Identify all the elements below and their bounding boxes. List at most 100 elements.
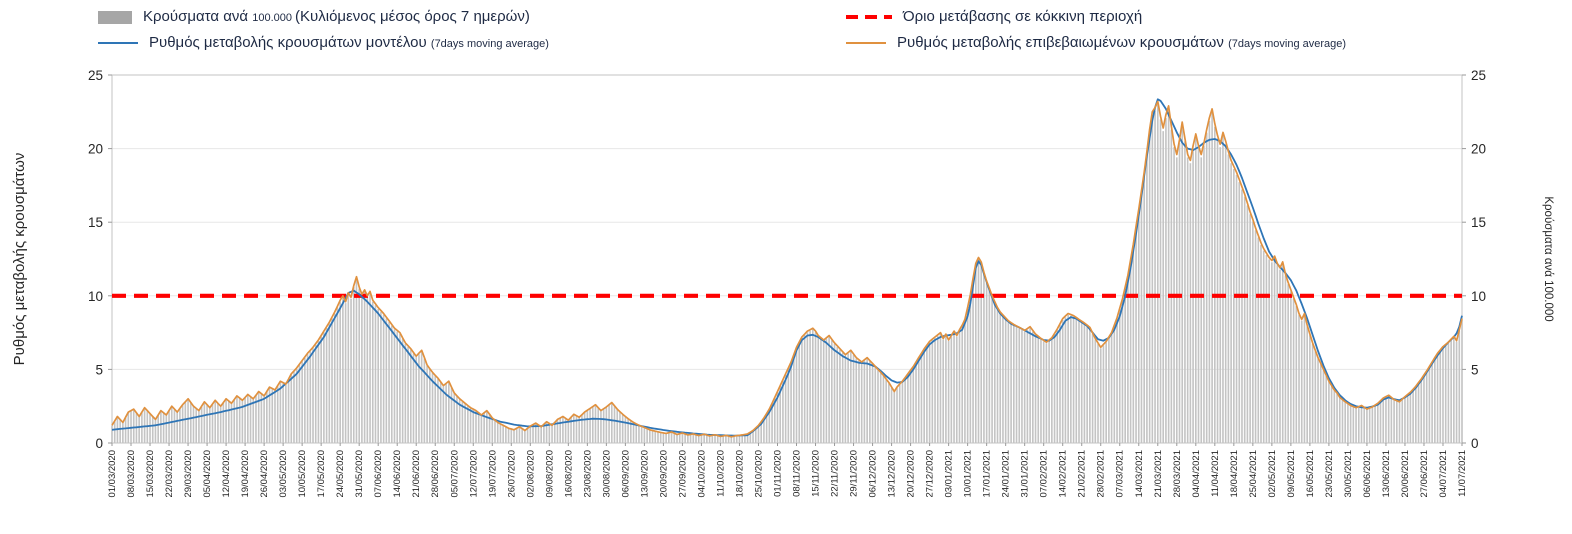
svg-text:25/04/2021: 25/04/2021 <box>1248 450 1259 498</box>
svg-text:09/08/2020: 09/08/2020 <box>544 450 555 498</box>
svg-text:11/07/2021: 11/07/2021 <box>1457 450 1468 497</box>
svg-text:20/06/2021: 20/06/2021 <box>1400 450 1411 498</box>
svg-text:05/07/2020: 05/07/2020 <box>449 450 460 498</box>
svg-text:15: 15 <box>1471 215 1486 230</box>
svg-text:28/06/2020: 28/06/2020 <box>430 450 441 498</box>
cases-bars-series <box>111 104 1463 444</box>
svg-text:07/03/2021: 07/03/2021 <box>1115 450 1126 498</box>
svg-text:16/05/2021: 16/05/2021 <box>1305 450 1316 498</box>
svg-text:15/11/2020: 15/11/2020 <box>811 450 822 497</box>
svg-text:13/09/2020: 13/09/2020 <box>639 450 650 498</box>
svg-text:15/03/2020: 15/03/2020 <box>145 450 156 498</box>
svg-text:23/05/2021: 23/05/2021 <box>1324 450 1335 498</box>
legend-label-small: (7days moving average) <box>1228 38 1347 50</box>
svg-text:0: 0 <box>1471 436 1479 451</box>
svg-text:18/10/2020: 18/10/2020 <box>734 450 745 498</box>
svg-text:23/08/2020: 23/08/2020 <box>582 450 593 498</box>
svg-text:28/03/2021: 28/03/2021 <box>1172 450 1183 498</box>
svg-text:25: 25 <box>88 68 103 83</box>
svg-text:26/04/2020: 26/04/2020 <box>259 450 270 498</box>
legend-label: Ρυθμός μεταβολής κρουσμάτων μοντέλου <box>149 34 431 51</box>
gridlines <box>112 74 1462 370</box>
svg-text:10/05/2020: 10/05/2020 <box>297 450 308 498</box>
svg-text:22/03/2020: 22/03/2020 <box>164 450 175 498</box>
dashed-line-swatch-icon <box>846 15 892 19</box>
svg-text:02/08/2020: 02/08/2020 <box>525 450 536 498</box>
svg-text:25/10/2020: 25/10/2020 <box>753 450 764 498</box>
svg-text:16/08/2020: 16/08/2020 <box>563 450 574 498</box>
svg-text:21/02/2021: 21/02/2021 <box>1077 450 1088 498</box>
svg-text:28/02/2021: 28/02/2021 <box>1096 450 1107 498</box>
y-axis-ticks: 0 0 5 5 10 10 15 15 20 20 25 25 <box>88 68 1486 451</box>
plot-frame <box>111 74 1463 444</box>
svg-text:07/06/2020: 07/06/2020 <box>373 450 384 498</box>
legend-label: (Κυλιόμενος μέσος όρος 7 ημερών) <box>295 8 530 25</box>
svg-text:24/01/2021: 24/01/2021 <box>1001 450 1012 498</box>
legend: Κρούσματα ανά 100.000 (Κυλιόμενος μέσος … <box>98 8 1532 52</box>
svg-text:0: 0 <box>95 436 103 451</box>
y-left-axis-title: Ρυθμός μεταβολής κρουσμάτων <box>11 153 28 366</box>
svg-text:04/10/2020: 04/10/2020 <box>696 450 707 498</box>
svg-text:14/06/2020: 14/06/2020 <box>392 450 403 498</box>
svg-text:06/09/2020: 06/09/2020 <box>620 450 631 498</box>
svg-text:5: 5 <box>1471 362 1479 377</box>
legend-item-model-rate: Ρυθμός μεταβολής κρουσμάτων μοντέλου (7d… <box>98 34 846 52</box>
svg-text:17/01/2021: 17/01/2021 <box>982 450 993 498</box>
svg-text:18/04/2021: 18/04/2021 <box>1229 450 1240 498</box>
model-rate-line <box>111 98 1463 437</box>
legend-label: Όριο μετάβασης σε κόκκινη περιοχή <box>903 8 1143 25</box>
line-swatch-icon <box>846 41 886 45</box>
svg-text:13/06/2021: 13/06/2021 <box>1381 450 1392 498</box>
svg-text:15: 15 <box>88 215 103 230</box>
svg-text:24/05/2020: 24/05/2020 <box>335 450 346 498</box>
svg-text:29/11/2020: 29/11/2020 <box>849 450 860 497</box>
line-swatch-icon <box>98 41 138 45</box>
svg-text:27/09/2020: 27/09/2020 <box>677 450 688 498</box>
svg-text:02/05/2021: 02/05/2021 <box>1267 450 1278 498</box>
svg-text:20: 20 <box>88 142 103 157</box>
x-axis-ticks: 01/03/2020 08/03/2020 15/03/2020 22/03/2020… <box>107 443 1468 498</box>
svg-text:27/06/2021: 27/06/2021 <box>1419 450 1430 498</box>
svg-text:13/12/2020: 13/12/2020 <box>887 450 898 498</box>
svg-text:04/04/2021: 04/04/2021 <box>1191 450 1202 498</box>
svg-text:20/09/2020: 20/09/2020 <box>658 450 669 498</box>
svg-text:14/03/2021: 14/03/2021 <box>1134 450 1145 498</box>
svg-text:03/01/2021: 03/01/2021 <box>944 450 955 498</box>
svg-text:09/05/2021: 09/05/2021 <box>1286 450 1297 498</box>
svg-text:30/05/2021: 30/05/2021 <box>1343 450 1354 498</box>
svg-text:21/06/2020: 21/06/2020 <box>411 450 422 498</box>
svg-text:20/12/2020: 20/12/2020 <box>906 450 917 498</box>
svg-text:22/11/2020: 22/11/2020 <box>830 450 841 497</box>
svg-text:30/08/2020: 30/08/2020 <box>601 450 612 498</box>
svg-text:12/07/2020: 12/07/2020 <box>468 450 479 498</box>
legend-label: Ρυθμός μεταβολής επιβεβαιωμένων κρουσμάτ… <box>897 34 1229 51</box>
svg-text:26/07/2020: 26/07/2020 <box>506 450 517 498</box>
legend-label: Κρούσματα ανά <box>143 8 253 25</box>
svg-text:08/11/2020: 08/11/2020 <box>792 450 803 497</box>
svg-text:01/03/2020: 01/03/2020 <box>107 450 118 498</box>
legend-item-cases-bars: Κρούσματα ανά 100.000 (Κυλιόμενος μέσος … <box>98 8 846 26</box>
bar-swatch-icon <box>98 10 132 24</box>
legend-label-small: 100.000 <box>252 12 296 24</box>
svg-text:25: 25 <box>1471 68 1486 83</box>
svg-text:31/05/2020: 31/05/2020 <box>354 450 365 498</box>
svg-text:08/03/2020: 08/03/2020 <box>126 450 137 498</box>
svg-text:01/11/2020: 01/11/2020 <box>772 450 783 497</box>
svg-text:5: 5 <box>95 362 103 377</box>
svg-text:29/03/2020: 29/03/2020 <box>183 450 194 498</box>
svg-text:14/02/2021: 14/02/2021 <box>1058 450 1069 498</box>
y-right-axis-title: Κρούσματα ανά 100.000 <box>1542 196 1554 321</box>
svg-text:03/05/2020: 03/05/2020 <box>278 450 289 498</box>
svg-text:20: 20 <box>1471 142 1486 157</box>
svg-text:10: 10 <box>88 289 103 304</box>
svg-text:06/12/2020: 06/12/2020 <box>868 450 879 498</box>
legend-item-red-threshold: Όριο μετάβασης σε κόκκινη περιοχή <box>846 8 1532 26</box>
confirmed-rate-line <box>111 100 1463 438</box>
svg-text:27/12/2020: 27/12/2020 <box>925 450 936 498</box>
svg-text:07/02/2021: 07/02/2021 <box>1039 450 1050 498</box>
legend-label-small: (7days moving average) <box>430 38 549 50</box>
svg-text:19/04/2020: 19/04/2020 <box>240 450 251 498</box>
legend-item-confirmed-rate: Ρυθμός μεταβολής επιβεβαιωμένων κρουσμάτ… <box>846 34 1532 52</box>
